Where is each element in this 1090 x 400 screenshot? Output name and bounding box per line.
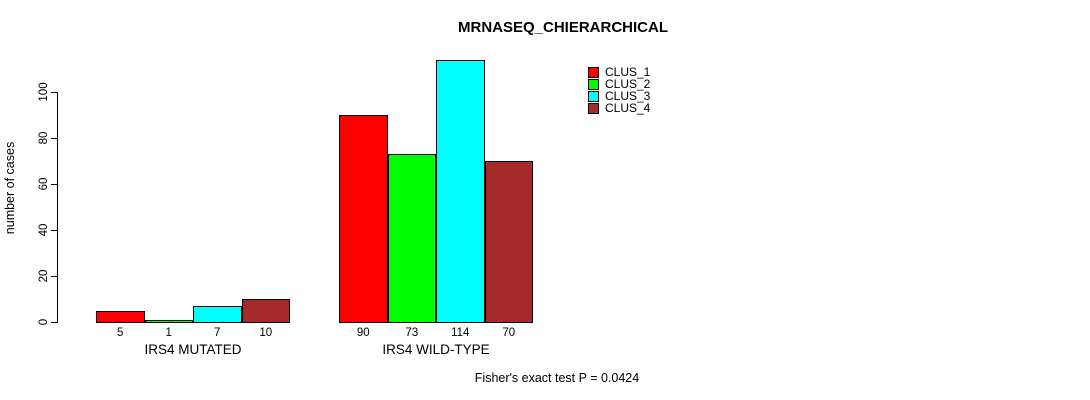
bar-value-label: 70 (502, 327, 516, 339)
fisher-test-annotation: Fisher's exact test P = 0.0424 (474, 371, 640, 385)
y-axis-label: number of cases (3, 141, 17, 235)
chart-title: MRNASEQ_CHIERARCHICAL (457, 19, 669, 36)
bar-value-label: 5 (117, 327, 124, 339)
group-label-1: IRS4 MUTATED (144, 342, 242, 357)
legend-row: CLUS_2 (588, 78, 650, 90)
legend-label: CLUS_4 (605, 101, 651, 115)
y-tick-label: 20 (38, 269, 50, 283)
legend-row: CLUS_1 (588, 66, 650, 78)
legend-swatch-icon (588, 78, 599, 90)
y-tick-mark (51, 230, 57, 231)
y-axis-line (57, 92, 58, 323)
y-tick-mark (51, 138, 57, 139)
legend-label: CLUS_2 (605, 77, 651, 91)
bar-clus_3-group2 (436, 59, 485, 323)
y-tick-label: 100 (38, 82, 50, 102)
y-tick-label: 80 (38, 131, 50, 145)
y-tick-mark (51, 276, 57, 277)
bar-value-label: 73 (405, 327, 419, 339)
bar-value-label: 114 (451, 327, 470, 339)
y-tick-mark (51, 184, 57, 185)
legend-label: CLUS_3 (605, 89, 651, 103)
group-label-2: IRS4 WILD-TYPE (382, 342, 490, 357)
bar-value-label: 90 (356, 327, 370, 339)
y-tick-label: 40 (38, 223, 50, 237)
bar-value-label: 10 (259, 327, 273, 339)
bar-clus_1-group2 (339, 115, 388, 323)
bar-clus_4-group1 (241, 299, 290, 323)
legend-swatch-icon (588, 102, 599, 114)
legend-swatch-icon (588, 90, 599, 102)
y-tick-mark (51, 322, 57, 323)
bar-clus_1-group1 (96, 310, 145, 323)
y-tick-label: 60 (38, 177, 50, 191)
y-tick-mark (51, 92, 57, 93)
bar-value-label: 7 (214, 327, 221, 339)
legend-swatch-icon (588, 66, 599, 78)
bar-clus_2-group2 (387, 154, 436, 323)
bar-clus_2-group1 (144, 319, 193, 323)
y-tick-label: 0 (38, 318, 50, 326)
legend-row: CLUS_4 (588, 102, 650, 114)
legend: CLUS_1 CLUS_2 CLUS_3 CLUS_4 (588, 66, 650, 114)
bar-value-label: 1 (165, 327, 172, 339)
bar-clus_3-group1 (193, 305, 242, 323)
legend-row: CLUS_3 (588, 90, 650, 102)
legend-label: CLUS_1 (605, 65, 651, 79)
bar-clus_4-group2 (484, 161, 533, 323)
